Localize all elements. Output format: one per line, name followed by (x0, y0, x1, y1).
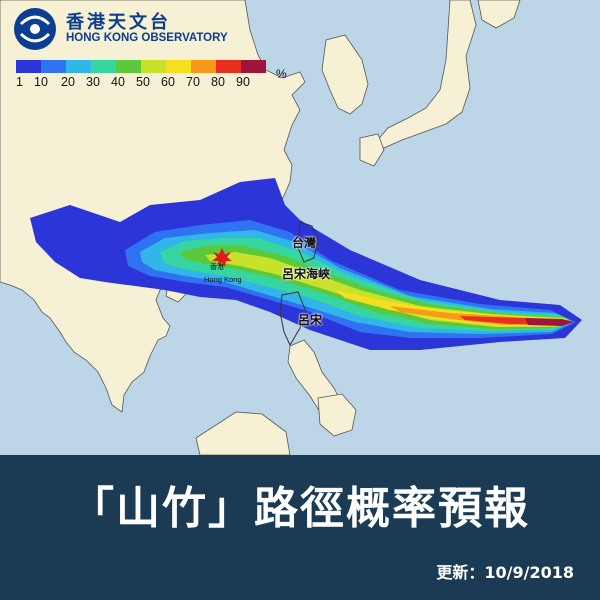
update-date: 更新：10/9/2018 (436, 563, 574, 582)
philippines-mindanao (317, 393, 357, 437)
scale-swatch (16, 60, 41, 73)
scale-label: 50 (136, 75, 150, 89)
scale-label: 90 (236, 75, 250, 89)
japan-honshu (375, 0, 477, 149)
scale-swatch (116, 60, 141, 73)
borneo-north (195, 411, 291, 455)
org-name-en: HONG KONG OBSERVATORY (66, 32, 228, 45)
japan-hokkaido (477, 0, 521, 29)
track-probability-map (0, 0, 582, 455)
label-luzon-strait: 呂宋海峽 (282, 267, 331, 281)
probability-color-scale (16, 60, 266, 73)
swath-band-90 (525, 318, 574, 326)
scale-labels: 1 10 20 30 40 50 60 70 80 90 (12, 75, 282, 91)
scale-label: 30 (86, 75, 100, 89)
scale-swatch (141, 60, 166, 73)
korean-peninsula (321, 34, 369, 115)
scale-label: 10 (34, 75, 48, 89)
swath-band-50 (205, 252, 571, 327)
scale-swatch (41, 60, 66, 73)
scale-label: 1 (16, 75, 23, 89)
scale-label: 40 (111, 75, 125, 89)
japan-kyushu (359, 133, 385, 167)
org-name-cn: 香港天文台 (66, 11, 171, 33)
probability-swath (30, 178, 582, 350)
scale-swatch (216, 60, 241, 73)
scale-swatch (241, 60, 266, 73)
label-luzon: 呂宋 (298, 313, 323, 327)
scale-swatch (191, 60, 216, 73)
scale-swatch (66, 60, 91, 73)
hong-kong-marker-icon (212, 248, 232, 267)
scale-swatch (166, 60, 191, 73)
scale-unit: % (276, 67, 287, 81)
forecast-title: 「山竹」路徑概率預報 (70, 483, 530, 534)
hko-logo-icon (14, 8, 56, 50)
scale-label: 70 (186, 75, 200, 89)
label-hong-kong-en: Hong Kong (204, 275, 242, 284)
taiwan-island (297, 221, 319, 263)
luzon-island (279, 291, 307, 347)
scale-label: 80 (211, 75, 225, 89)
scale-label: 60 (161, 75, 175, 89)
scale-swatch (91, 60, 116, 73)
scale-label: 20 (61, 75, 75, 89)
label-hong-kong-cn: 香港 (210, 263, 224, 271)
hko-header: 香港天文台 HONG KONG OBSERVATORY (12, 6, 228, 52)
title-banner (0, 455, 600, 600)
label-taiwan: 台灣 (292, 236, 317, 250)
